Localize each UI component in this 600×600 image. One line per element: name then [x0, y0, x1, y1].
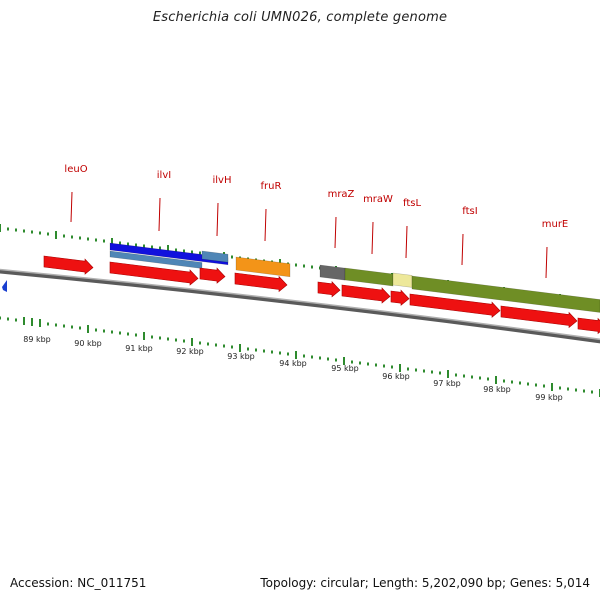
kbp-scale-label: 91 kbp	[125, 344, 153, 353]
gene-label: murE	[542, 219, 569, 230]
mraW-feature-bar	[344, 267, 394, 287]
gene-leader-line	[371, 221, 374, 255]
gene-label: leuO	[64, 164, 87, 175]
gene-label: ftsL	[403, 198, 421, 209]
gene-label: fruR	[261, 181, 282, 192]
mraW-gene-arrow	[341, 284, 391, 304]
genome-backbone-shadow	[0, 269, 600, 344]
leuO-gene-arrow	[43, 255, 94, 275]
gene-leader-line	[216, 202, 219, 237]
gene-leader-line	[405, 225, 408, 259]
ilvI-feature-bar	[109, 242, 229, 266]
mraZ-gene-arrow	[317, 280, 341, 298]
kbp-scale-label: 92 kbp	[176, 347, 204, 356]
fruR-feature-bar	[235, 256, 291, 278]
accession-text: Accession: NC_011751	[10, 576, 147, 590]
ftsI-murE-feature-bar	[411, 275, 600, 313]
gene-leader-line	[334, 216, 337, 249]
gene-leader-line	[158, 197, 161, 232]
kbp-scale-label: 98 kbp	[483, 385, 511, 394]
kbp-scale-label: 94 kbp	[279, 359, 307, 368]
fruR-gene-arrow	[234, 272, 288, 293]
gene-label: ilvH	[213, 175, 232, 186]
kbp-scale-label: 95 kbp	[331, 364, 359, 373]
murE-gene-arrow	[500, 305, 578, 329]
next-gene-arrow	[577, 317, 600, 335]
kbp-scale-label: 93 kbp	[227, 352, 255, 361]
gene-label: mraZ	[328, 189, 355, 200]
strand-marker-icon	[2, 280, 7, 292]
ftsL-feature-bar	[392, 272, 413, 288]
ftsL-gene-arrow	[390, 289, 410, 306]
genome-backbone	[0, 268, 600, 341]
ilvH-gene-arrow	[199, 267, 226, 284]
gene-label: mraW	[363, 194, 393, 205]
gene-label: ilvI	[157, 170, 171, 181]
topology-text: Topology: circular; Length: 5,202,090 bp…	[260, 576, 590, 590]
gene-leader-line	[461, 233, 464, 266]
ftsI-gene-arrow	[409, 293, 501, 318]
gene-leader-line	[70, 191, 73, 223]
kbp-scale-label: 99 kbp	[535, 393, 563, 402]
kbp-scale-label: 90 kbp	[74, 339, 102, 348]
mraZ-feature-bar	[319, 264, 346, 281]
gene-leader-line	[264, 208, 267, 242]
gene-label: ftsI	[462, 206, 477, 217]
kbp-scale-label: 97 kbp	[433, 379, 461, 388]
gene-leader-line	[545, 246, 548, 279]
ilvH-feature-bar	[201, 250, 229, 263]
kbp-scale-label: 96 kbp	[382, 372, 410, 381]
ilvI-gene-arrow	[109, 261, 199, 286]
map-title: Escherichia coli UMN026, complete genome	[152, 10, 448, 25]
kbp-scale-label: 89 kbp	[23, 335, 51, 344]
